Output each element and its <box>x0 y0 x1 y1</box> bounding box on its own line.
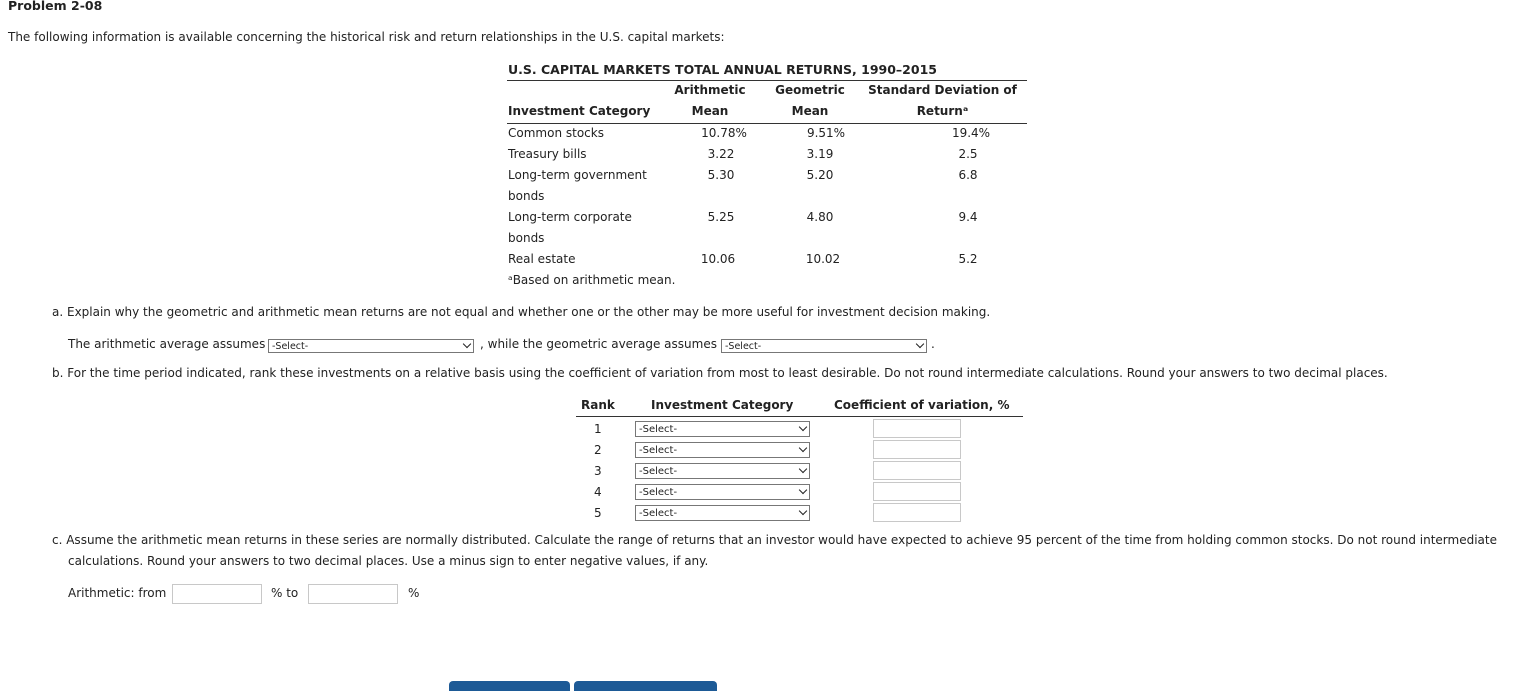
part-a-mid: , while the geometric average assumes <box>480 337 717 351</box>
chevron-down-icon <box>798 422 808 432</box>
chevron-down-icon <box>798 443 808 453</box>
select-value: -Select- <box>639 424 678 435</box>
chevron-down-icon <box>915 339 925 349</box>
header-sd-top: Standard Deviation of <box>868 83 1017 97</box>
part-c-question-line2: calculations. Round your answers to two … <box>68 554 709 568</box>
range-to-input[interactable] <box>308 584 398 604</box>
row-category: Long-term government <box>508 168 647 182</box>
row-geo: 9.51% <box>806 126 846 140</box>
part-a-lead: The arithmetic average assumes <box>68 337 266 351</box>
from-label: Arithmetic: from <box>68 586 167 600</box>
select-value: -Select- <box>725 341 762 352</box>
row-geo: 10.02 <box>805 252 841 266</box>
cv-input[interactable] <box>873 503 961 522</box>
table-top-rule <box>507 80 1027 81</box>
select-value: -Select- <box>639 445 678 456</box>
range-from-input[interactable] <box>172 584 262 604</box>
rank-category-select[interactable]: -Select- <box>635 505 810 521</box>
to-label: % to <box>271 586 299 600</box>
row-sd: 19.4% <box>951 126 991 140</box>
row-sd: 6.8 <box>958 168 978 182</box>
select-value: -Select- <box>639 487 678 498</box>
row-arith: 5.30 <box>707 168 735 182</box>
geometric-assumption-select[interactable]: -Select- <box>721 339 927 353</box>
rank-category-select[interactable]: -Select- <box>635 442 810 458</box>
rank-number: 2 <box>594 443 602 457</box>
row-category-wrap: bonds <box>508 231 545 245</box>
row-arith: 3.22 <box>707 147 735 161</box>
row-category: Long-term corporate <box>508 210 632 224</box>
row-geo: 5.20 <box>806 168 834 182</box>
table-footnote: ᵃBased on arithmetic mean. <box>508 273 676 287</box>
rank-number: 1 <box>594 422 602 436</box>
row-category: Common stocks <box>508 126 604 140</box>
chevron-down-icon <box>798 485 808 495</box>
problem-title: Problem 2-08 <box>8 0 103 13</box>
row-geo: 4.80 <box>806 210 834 224</box>
cv-header: Coefficient of variation, % <box>834 398 1010 412</box>
rank-category-select[interactable]: -Select- <box>635 421 810 437</box>
part-b-question: b. For the time period indicated, rank t… <box>52 366 1388 380</box>
rank-category-select[interactable]: -Select- <box>635 463 810 479</box>
category-header: Investment Category <box>651 398 794 412</box>
chevron-down-icon <box>798 464 808 474</box>
table-header-rule <box>507 123 1027 124</box>
row-arith: 5.25 <box>707 210 735 224</box>
row-arith: 10.06 <box>700 252 736 266</box>
select-value: -Select- <box>272 341 309 352</box>
rank-category-select[interactable]: -Select- <box>635 484 810 500</box>
row-category: Real estate <box>508 252 576 266</box>
row-sd: 2.5 <box>958 147 978 161</box>
rank-number: 5 <box>594 506 602 520</box>
select-value: -Select- <box>639 466 678 477</box>
rank-header: Rank <box>581 398 615 412</box>
header-category: Investment Category <box>508 104 651 118</box>
cv-input[interactable] <box>873 419 961 438</box>
row-sd: 5.2 <box>958 252 978 266</box>
rank-number: 4 <box>594 485 602 499</box>
chevron-down-icon <box>462 339 472 349</box>
row-geo: 3.19 <box>806 147 834 161</box>
cv-input[interactable] <box>873 461 961 480</box>
percent-label: % <box>408 586 420 600</box>
header-arithmetic-bottom: Mean <box>691 104 729 118</box>
chevron-down-icon <box>798 506 808 516</box>
cv-input[interactable] <box>873 482 961 501</box>
row-category-wrap: bonds <box>508 189 545 203</box>
select-value: -Select- <box>639 508 678 519</box>
arithmetic-assumption-select[interactable]: -Select- <box>268 339 474 353</box>
header-sd-bottom: Returnᵃ <box>916 104 969 118</box>
bottom-button-right[interactable] <box>574 681 717 691</box>
rank-header-rule <box>576 416 1023 417</box>
intro-text: The following information is available c… <box>8 30 725 44</box>
rank-number: 3 <box>594 464 602 478</box>
bottom-button-left[interactable] <box>449 681 570 691</box>
cv-input[interactable] <box>873 440 961 459</box>
header-geometric-bottom: Mean <box>791 104 829 118</box>
part-a-end: . <box>931 337 935 351</box>
header-geometric-top: Geometric <box>775 83 845 97</box>
row-arith: 10.78% <box>701 126 747 140</box>
part-c-question-line1: c. Assume the arithmetic mean returns in… <box>52 533 1497 547</box>
row-sd: 9.4 <box>958 210 978 224</box>
row-category: Treasury bills <box>508 147 587 161</box>
header-arithmetic-top: Arithmetic <box>674 83 746 97</box>
table-title: U.S. CAPITAL MARKETS TOTAL ANNUAL RETURN… <box>508 62 937 77</box>
part-a-question: a. Explain why the geometric and arithme… <box>52 305 991 319</box>
